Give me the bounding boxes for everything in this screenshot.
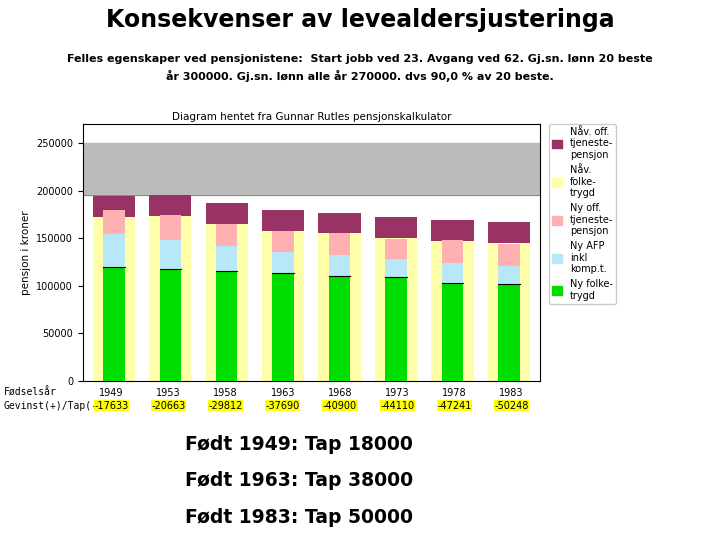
Bar <box>431 220 474 241</box>
Bar <box>93 197 135 217</box>
Bar <box>216 224 238 246</box>
Bar <box>318 213 361 233</box>
Text: Født 1963: Tap 38000: Født 1963: Tap 38000 <box>185 471 413 490</box>
Bar <box>149 195 192 217</box>
Bar <box>262 231 305 381</box>
Text: år 300000. Gj.sn. lønn alle år 270000. dvs 90,0 % av 20 beste.: år 300000. Gj.sn. lønn alle år 270000. d… <box>166 70 554 82</box>
Bar <box>329 276 351 381</box>
Bar <box>160 240 181 268</box>
Text: -17633: -17633 <box>94 401 128 411</box>
Title: Diagram hentet fra Gunnar Rutles pensjonskalkulator: Diagram hentet fra Gunnar Rutles pensjon… <box>171 112 451 122</box>
Text: Fødselsår: Fødselsår <box>4 388 56 398</box>
Bar <box>216 272 238 381</box>
Bar <box>487 222 530 243</box>
Bar <box>160 215 181 240</box>
Bar <box>206 224 248 381</box>
Bar <box>442 240 463 263</box>
Bar <box>272 273 294 381</box>
Bar <box>206 203 248 224</box>
Bar <box>375 238 417 381</box>
Text: 1968: 1968 <box>328 388 352 398</box>
Text: 1963: 1963 <box>271 388 295 398</box>
Bar <box>149 217 192 381</box>
Text: 1949: 1949 <box>99 388 124 398</box>
Bar <box>83 143 540 194</box>
Text: Født 1949: Tap 18000: Født 1949: Tap 18000 <box>185 435 413 454</box>
Bar <box>318 233 361 381</box>
Text: Født 1983: Tap 50000: Født 1983: Tap 50000 <box>185 508 413 527</box>
Bar <box>498 284 520 381</box>
Text: 1978: 1978 <box>442 388 467 398</box>
Text: 1973: 1973 <box>384 388 410 398</box>
Bar <box>442 283 463 381</box>
Bar <box>431 241 474 381</box>
Bar <box>498 244 520 266</box>
Bar <box>487 243 530 381</box>
Text: -20663: -20663 <box>151 401 186 411</box>
Bar <box>93 217 135 381</box>
Text: -47241: -47241 <box>437 401 472 411</box>
Bar <box>385 277 407 381</box>
Text: -37690: -37690 <box>266 401 300 411</box>
Text: -50248: -50248 <box>494 401 528 411</box>
Bar <box>262 210 305 231</box>
Bar <box>103 234 125 267</box>
Text: Felles egenskaper ved pensjonistene:  Start jobb ved 23. Avgang ved 62. Gj.sn. l: Felles egenskaper ved pensjonistene: Sta… <box>67 54 653 64</box>
Bar <box>385 259 407 277</box>
Bar <box>216 246 238 272</box>
Text: 1958: 1958 <box>213 388 238 398</box>
Text: 1983: 1983 <box>499 388 523 398</box>
Text: Konsekvenser av levealdersjusteringa: Konsekvenser av levealdersjusteringa <box>106 8 614 32</box>
Text: 1953: 1953 <box>156 388 181 398</box>
Bar <box>272 231 294 253</box>
Y-axis label: pensjon i kroner: pensjon i kroner <box>21 210 30 295</box>
Bar <box>375 217 417 238</box>
Text: -40900: -40900 <box>323 401 357 411</box>
Bar <box>103 210 125 234</box>
Bar <box>103 267 125 381</box>
Bar <box>385 239 407 259</box>
Text: -44110: -44110 <box>380 401 414 411</box>
Legend: Nåv. off.
tjeneste-
pensjon, Nåv.
folke-
trygd, Ny off.
tjeneste-
pensjon, Ny AF: Nåv. off. tjeneste- pensjon, Nåv. folke-… <box>549 124 616 303</box>
Bar <box>329 233 351 255</box>
Text: -29812: -29812 <box>209 401 243 411</box>
Bar <box>498 266 520 284</box>
Bar <box>329 255 351 276</box>
Text: Gevinst(+)/Tap(-): Gevinst(+)/Tap(-) <box>4 401 104 411</box>
Bar <box>160 268 181 381</box>
Bar <box>442 263 463 283</box>
Bar <box>272 253 294 273</box>
